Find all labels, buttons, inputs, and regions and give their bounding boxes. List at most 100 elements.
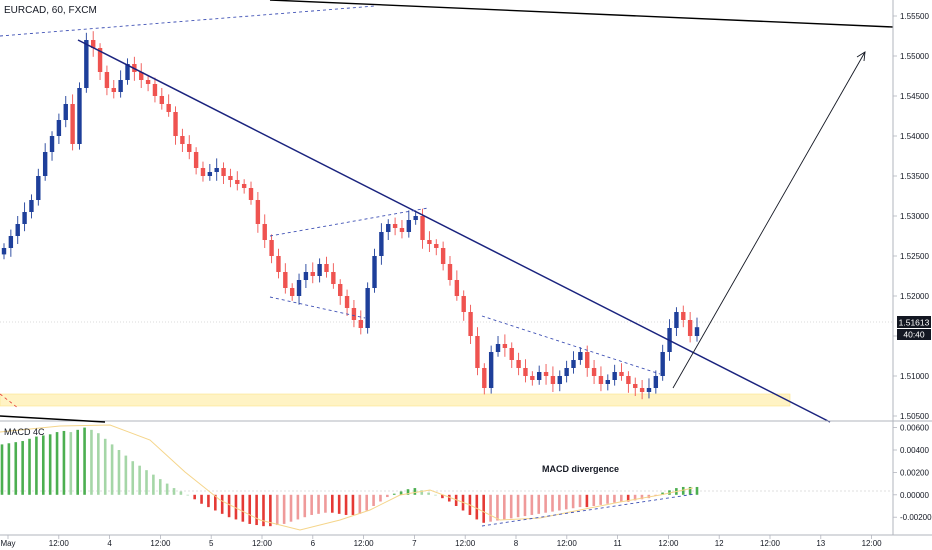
macd-bar [606,494,609,504]
candle [207,164,213,181]
macd-bar [172,488,176,495]
macd-bar [372,494,375,506]
macd-bar [90,429,93,495]
candle [139,63,144,88]
time-tick-label: 13 [816,539,825,548]
candle [200,161,206,182]
flag-upper-dashed-line[interactable] [269,207,429,237]
upper-black-trendline[interactable] [269,0,894,28]
time-tick-label: 7 [412,539,417,548]
candle [118,70,123,98]
time-tick-label: 12:00 [150,539,171,548]
macd-bar [544,494,547,513]
candle [214,158,219,181]
support-zone[interactable] [0,393,791,407]
macd-bar [124,455,128,495]
price-tick-label: 1.50500 [900,412,929,421]
candle [317,258,322,283]
symbol-label: EURCAD, 60, FXCM [4,5,97,16]
macd-bar [262,494,265,527]
macd-divergence-label: MACD divergence [542,464,619,474]
macd-bar [386,494,389,498]
macd-bar [661,492,664,495]
macd-bar [76,429,79,495]
candle [578,347,583,365]
macd-bar [227,494,231,518]
candle [653,370,659,394]
macd-bar [14,442,18,495]
candle [440,241,446,271]
candle [639,380,645,400]
macd-bar [640,494,644,500]
macd-bar [21,441,24,495]
price-tick-label: 1.54000 [900,132,929,141]
time-tick-label: 12:00 [354,539,375,548]
macd-bar [7,443,11,495]
candle [687,312,693,343]
candle [8,229,14,257]
candle [90,31,96,57]
macd-bar [145,470,148,495]
wedge-upper-dashed-line[interactable] [481,315,661,375]
macd-bar [599,494,602,505]
candle [283,263,288,294]
macd-bar [241,494,245,522]
time-tick-label: 12:00 [455,539,476,548]
candle [15,216,20,244]
macd-bar [186,494,190,496]
macd-bar [392,493,396,495]
time-tick-label: 12:00 [862,539,883,548]
macd-bar [358,494,362,514]
macd-bar [365,494,369,511]
macd-bar [41,435,45,495]
candle [434,239,439,256]
candle [56,113,62,144]
candle [77,82,82,150]
candle [296,273,302,305]
time-tick-label: May [0,539,15,548]
candle [502,334,508,357]
top-dashed-channel-line[interactable] [0,5,376,37]
macd-bar [447,494,451,502]
candle [447,256,453,286]
macd-bar [626,494,630,502]
price-tick-label: 1.55500 [900,12,929,21]
macd-histogram[interactable] [0,427,699,527]
time-tick-label: 12:00 [760,539,781,548]
candle [495,336,501,357]
macd-bar [496,494,499,521]
flag-lower-dashed-line[interactable] [269,296,366,319]
candle [372,248,377,293]
candle [159,88,165,110]
candle [36,168,41,206]
macd-bar [688,486,692,495]
candle [125,58,130,85]
candle [104,65,110,96]
macd-bar [564,494,568,510]
major-trendline[interactable] [77,39,831,423]
macd-bar [379,494,382,502]
candle [413,210,418,225]
candle [248,181,254,205]
candle [660,344,665,381]
macd-bar [248,494,252,524]
price-tick-label: 1.54500 [900,92,929,101]
macd-bar [681,486,685,495]
macd-bar [255,494,258,526]
candle [173,106,178,145]
macd-bar [551,494,554,512]
price-tick-label: 1.53500 [900,172,929,181]
red-dashed-line [0,393,19,409]
candle [530,371,535,386]
forecast-arrow-line[interactable] [672,51,866,389]
candlestick-series[interactable] [1,31,700,400]
macd-axis[interactable]: 0.00600 0.00400 0.00200 0.00000 -0.00200 [893,424,932,523]
price-tick-label: 1.52500 [900,252,929,261]
macd-bar [509,494,513,519]
macd-bar [585,494,589,508]
candle [193,147,199,175]
candle [674,307,679,336]
time-axis[interactable]: May 12:00 4 12:00 5 12:00 6 12:00 7 12:00 8 12:00 11… [0,535,882,548]
candle [454,270,460,301]
